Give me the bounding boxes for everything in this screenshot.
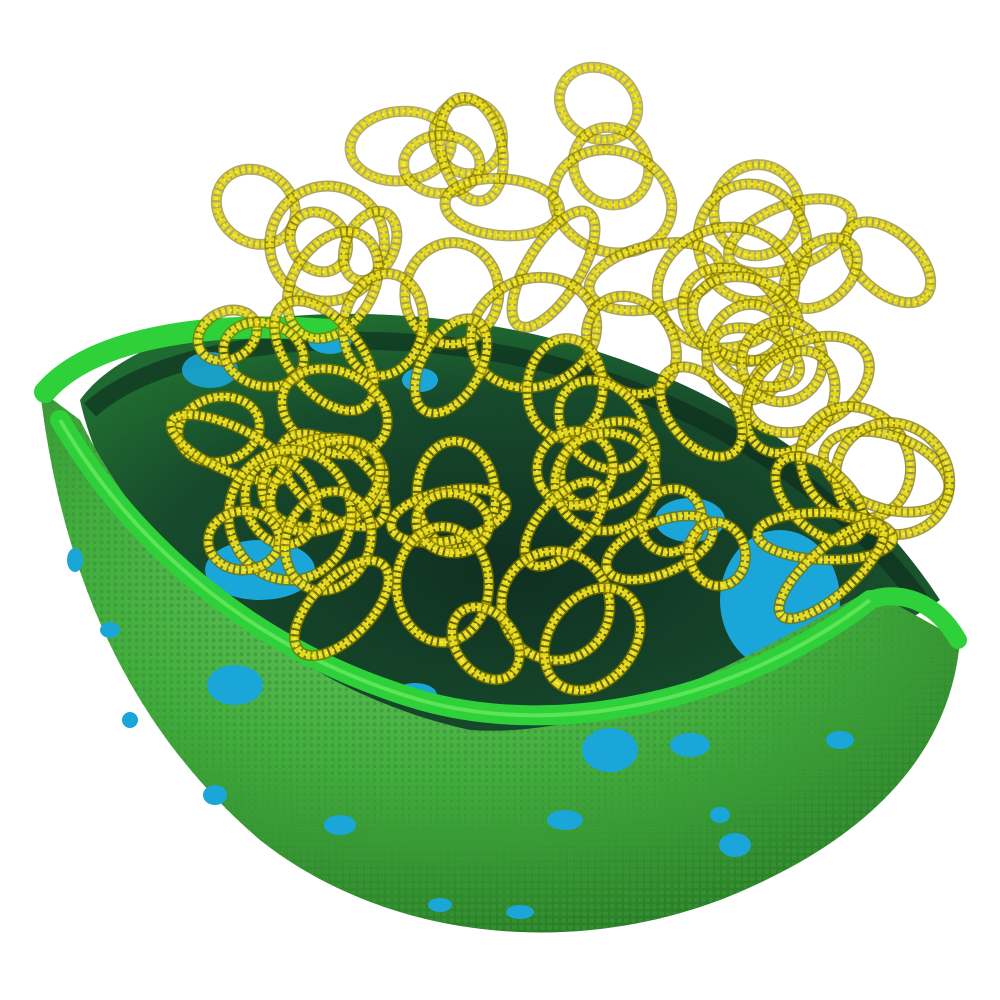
dna-loop-highlight (443, 177, 561, 238)
protein-patches-outer (67, 548, 854, 919)
dna-loop-highlight (557, 379, 648, 471)
dna-loop-highlight (755, 511, 895, 562)
dna-loop-highlight (260, 436, 386, 530)
dna-loop-highlight (395, 525, 491, 644)
dna-loop-highlight (571, 126, 651, 207)
dna-loop-highlight (655, 225, 797, 350)
dna-loop-highlight (687, 520, 747, 588)
dna-loop-highlight (469, 276, 598, 390)
dna-loop-highlight (543, 586, 642, 692)
dna-loop-highlight (293, 559, 390, 657)
dna-loop-highlight (834, 421, 951, 536)
dna-loop-highlight (342, 209, 399, 282)
dna-loop-highlight (414, 491, 491, 555)
dna-loop-highlight (389, 487, 508, 544)
dna-loop-highlight (450, 605, 521, 681)
dna-loop (410, 314, 492, 418)
dna-loop-highlight (659, 365, 744, 458)
dna-loop-highlight (286, 230, 380, 340)
dna-loop-highlight (535, 429, 615, 507)
coiled-dna-strands (165, 61, 956, 696)
dna-loop-highlight (273, 299, 376, 413)
dna-loop-highlight (681, 266, 786, 363)
dna-loop (265, 182, 389, 306)
dna-loop-highlight (206, 509, 281, 572)
dna-loop-highlight (403, 241, 501, 346)
dna-loop-highlight (843, 220, 932, 304)
dna-loop-highlight (777, 522, 885, 620)
dna-loop-highlight (402, 134, 482, 195)
dna-loop-highlight (288, 210, 349, 274)
dna-loop-highlight (691, 275, 801, 362)
dna-loop-highlight (774, 455, 865, 543)
dna-loop-highlight (438, 96, 505, 203)
dna-loop-highlight (587, 241, 721, 312)
dna-loop-highlight (215, 167, 297, 246)
dna-loop-highlight (744, 349, 837, 455)
